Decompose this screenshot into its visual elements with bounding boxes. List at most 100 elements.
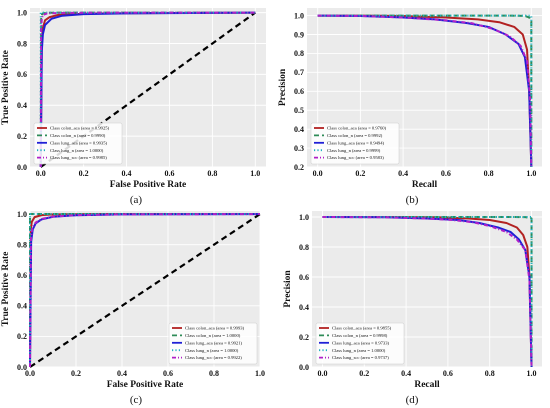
legend-entry: Class lung_n (area = 1.0000) [332, 348, 386, 353]
x-tick-label: 0.6 [164, 169, 174, 178]
y-tick-label: 0.6 [17, 70, 27, 79]
panel-label: (b) [406, 194, 419, 206]
legend-entry: Class colon_aca (area = 0.9760) [327, 126, 387, 131]
y-tick-label: 1.0 [17, 210, 27, 219]
y-tick-label: 0.3 [294, 144, 304, 153]
legend-entry: Class colon_n (area = 0.9998) [332, 333, 388, 338]
y-tick-label: 0.6 [17, 271, 27, 280]
legend-entry: Class lung_scc (area = 0.9922) [185, 355, 242, 360]
legend-entry: Class lung_aca (area = 0.9733) [332, 340, 390, 345]
panel-label: (a) [130, 194, 143, 206]
y-tick-label: 0.4 [294, 125, 304, 134]
legend-entry: Class lung_aca (area = 0.9921) [185, 340, 243, 345]
y-tick-label: 0.8 [17, 39, 27, 48]
x-tick-label: 0.0 [25, 369, 35, 378]
y-tick-label: 0.4 [17, 302, 27, 311]
y-tick-label: 1.0 [299, 213, 309, 222]
legend-entry: Class lung_n (area = 0.9999) [327, 148, 381, 153]
y-axis-label: True Positive Rate [1, 50, 11, 125]
x-tick-label: 0.4 [398, 169, 408, 178]
y-tick-label: 0.2 [299, 333, 309, 342]
x-tick-label: 0.0 [36, 169, 46, 178]
x-tick-label: 0.4 [122, 169, 132, 178]
series-line [322, 216, 533, 368]
x-tick-label: 0.2 [71, 369, 81, 378]
y-axis-label: Precision [278, 68, 288, 106]
series-line [317, 14, 533, 167]
y-tick-label: 0.2 [17, 132, 27, 141]
x-tick-label: 0.6 [443, 369, 453, 378]
y-tick-label: 0.8 [294, 49, 304, 58]
x-tick-label: 0.2 [359, 369, 369, 378]
legend-entry: Class lung_scc (area = 0.9985) [50, 155, 107, 160]
x-tick-label: 0.0 [313, 169, 323, 178]
panel-label: (d) [406, 394, 419, 406]
y-tick-label: 0.4 [17, 101, 27, 110]
chart-panel: 0.0 0.2 0.4 0.6 0.8 1.0 0.0 0.2 0.4 0.6 0.8 1.0 Fals… [1, 8, 266, 206]
legend-entry: Class colon_n (area = 1.0000) [185, 333, 241, 338]
x-tick-label: 1.0 [255, 369, 265, 378]
x-axis-label: False Positive Rate [110, 180, 187, 190]
legend-entry: Class lung_aca (area = 0.9494) [327, 140, 385, 145]
x-tick-label: 0.6 [441, 169, 451, 178]
x-tick-label: 1.0 [250, 169, 260, 178]
chart-panel: 0.0 0.2 0.4 0.6 0.8 1.0 0.0 0.2 0.4 0.6 0.8 1.0 Fals… [1, 210, 265, 406]
y-tick-label: 0.5 [294, 106, 304, 115]
x-tick-label: 0.4 [401, 369, 411, 378]
legend: Class colon_aca (area = 0.9993) Class col… [168, 322, 258, 365]
x-tick-label: 0.8 [207, 169, 217, 178]
y-tick-label: 0.2 [294, 163, 304, 172]
x-tick-label: 0.4 [117, 369, 127, 378]
y-tick-label: 0.6 [294, 87, 304, 96]
y-tick-label: 0.2 [17, 332, 27, 341]
legend: Class colon_aca (area = 0.9925) Class col… [33, 122, 123, 165]
x-tick-label: 1.0 [526, 169, 536, 178]
legend: Class colon_aca (area = 0.9760) Class col… [310, 122, 400, 165]
y-tick-label: 0.0 [17, 363, 27, 372]
x-axis-label: Recall [412, 180, 438, 190]
legend-entry: Class colon_aca (area = 0.9993) [185, 326, 245, 331]
legend-entry: Class colon_aca (area = 0.9925) [50, 126, 110, 131]
y-tick-label: 0.8 [17, 240, 27, 249]
chart-panel: 0.0 0.2 0.4 0.6 0.8 1.0 0.2 0.3 0.4 0.5 0.6 0.7 0.8 0… [278, 8, 542, 206]
legend-entry: Class lung_n (area = 1.0000) [185, 348, 239, 353]
legend: Class colon_aca (area = 0.9855) Class col… [315, 322, 405, 365]
y-tick-label: 0.7 [294, 68, 304, 77]
chart-panel: 0.0 0.2 0.4 0.6 0.8 1.0 0.0 0.2 0.4 0.6 0.8 1.0 Reca… [283, 211, 542, 406]
chance-diagonal [29, 213, 261, 368]
series-line [317, 14, 533, 167]
y-tick-label: 0.0 [299, 363, 309, 372]
x-tick-label: 0.8 [484, 169, 494, 178]
y-tick-label: 0.9 [294, 30, 304, 39]
x-tick-label: 1.0 [527, 369, 537, 378]
series-line [29, 213, 261, 368]
legend-entry: Class lung_scc (area = 0.9583) [327, 155, 384, 160]
y-axis-label: True Positive Rate [1, 252, 11, 327]
x-tick-label: 0.0 [317, 369, 327, 378]
y-tick-label: 0.8 [299, 243, 309, 252]
legend-entry: Class lung_n (area = 1.0000) [50, 148, 104, 153]
x-tick-label: 0.8 [209, 369, 219, 378]
y-tick-label: 0.6 [299, 273, 309, 282]
x-tick-label: 0.2 [79, 169, 89, 178]
legend-entry: Class lung_scc (area = 0.9737) [332, 355, 389, 360]
y-tick-label: 0.0 [17, 163, 27, 172]
panel-label: (c) [130, 394, 143, 406]
x-axis-label: False Positive Rate [107, 380, 184, 390]
x-axis-label: Recall [414, 380, 440, 390]
legend-box [315, 322, 405, 365]
y-tick-label: 1.0 [294, 11, 304, 20]
legend-box [168, 322, 258, 365]
x-tick-label: 0.8 [485, 369, 495, 378]
y-axis-label: Precision [283, 270, 293, 308]
legend-entry: Class colon_n (area = 0.9992) [327, 133, 383, 138]
legend-box [310, 122, 400, 165]
x-tick-label: 0.2 [355, 169, 365, 178]
y-tick-label: 0.4 [299, 303, 309, 312]
legend-entry: Class colon_aca (area = 0.9855) [332, 326, 392, 331]
series-line [39, 11, 256, 168]
y-tick-label: 1.0 [17, 8, 27, 17]
legend-entry: Class colon_n (area = 0.9990) [50, 133, 106, 138]
legend-box [33, 122, 123, 165]
